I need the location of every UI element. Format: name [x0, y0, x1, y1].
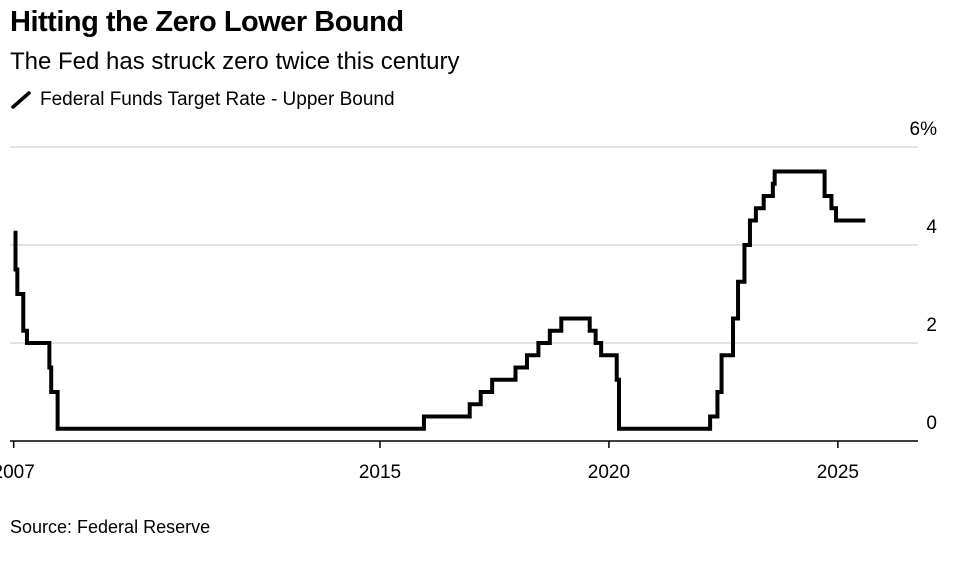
- line-swatch-icon: [11, 91, 31, 109]
- source-note: Source: Federal Reserve: [10, 517, 211, 537]
- legend-label: Federal Funds Target Rate - Upper Bound: [40, 89, 395, 110]
- chart-subtitle: The Fed has struck zero twice this centu…: [10, 48, 460, 75]
- series: [13, 169, 866, 431]
- x-tick-label: 2007: [0, 462, 35, 483]
- x-tick-label: 2025: [817, 462, 859, 483]
- gridlines: [10, 146, 918, 344]
- y-tick-label: 4: [926, 217, 937, 238]
- y-axis-ticks: 6% 4 2 0: [910, 119, 938, 434]
- legend: Federal Funds Target Rate - Upper Bound: [10, 89, 395, 111]
- y-tick-label: 2: [926, 315, 937, 336]
- x-axis-ticks: 2007 2015 2020 2025: [0, 441, 859, 483]
- y-tick-label: 0: [926, 413, 937, 434]
- chart-title: Hitting the Zero Lower Bound: [10, 6, 404, 38]
- x-tick-label: 2015: [359, 462, 401, 483]
- series-line-0: [13, 169, 866, 431]
- x-tick-label: 2020: [588, 462, 630, 483]
- y-tick-label: 6%: [910, 119, 938, 140]
